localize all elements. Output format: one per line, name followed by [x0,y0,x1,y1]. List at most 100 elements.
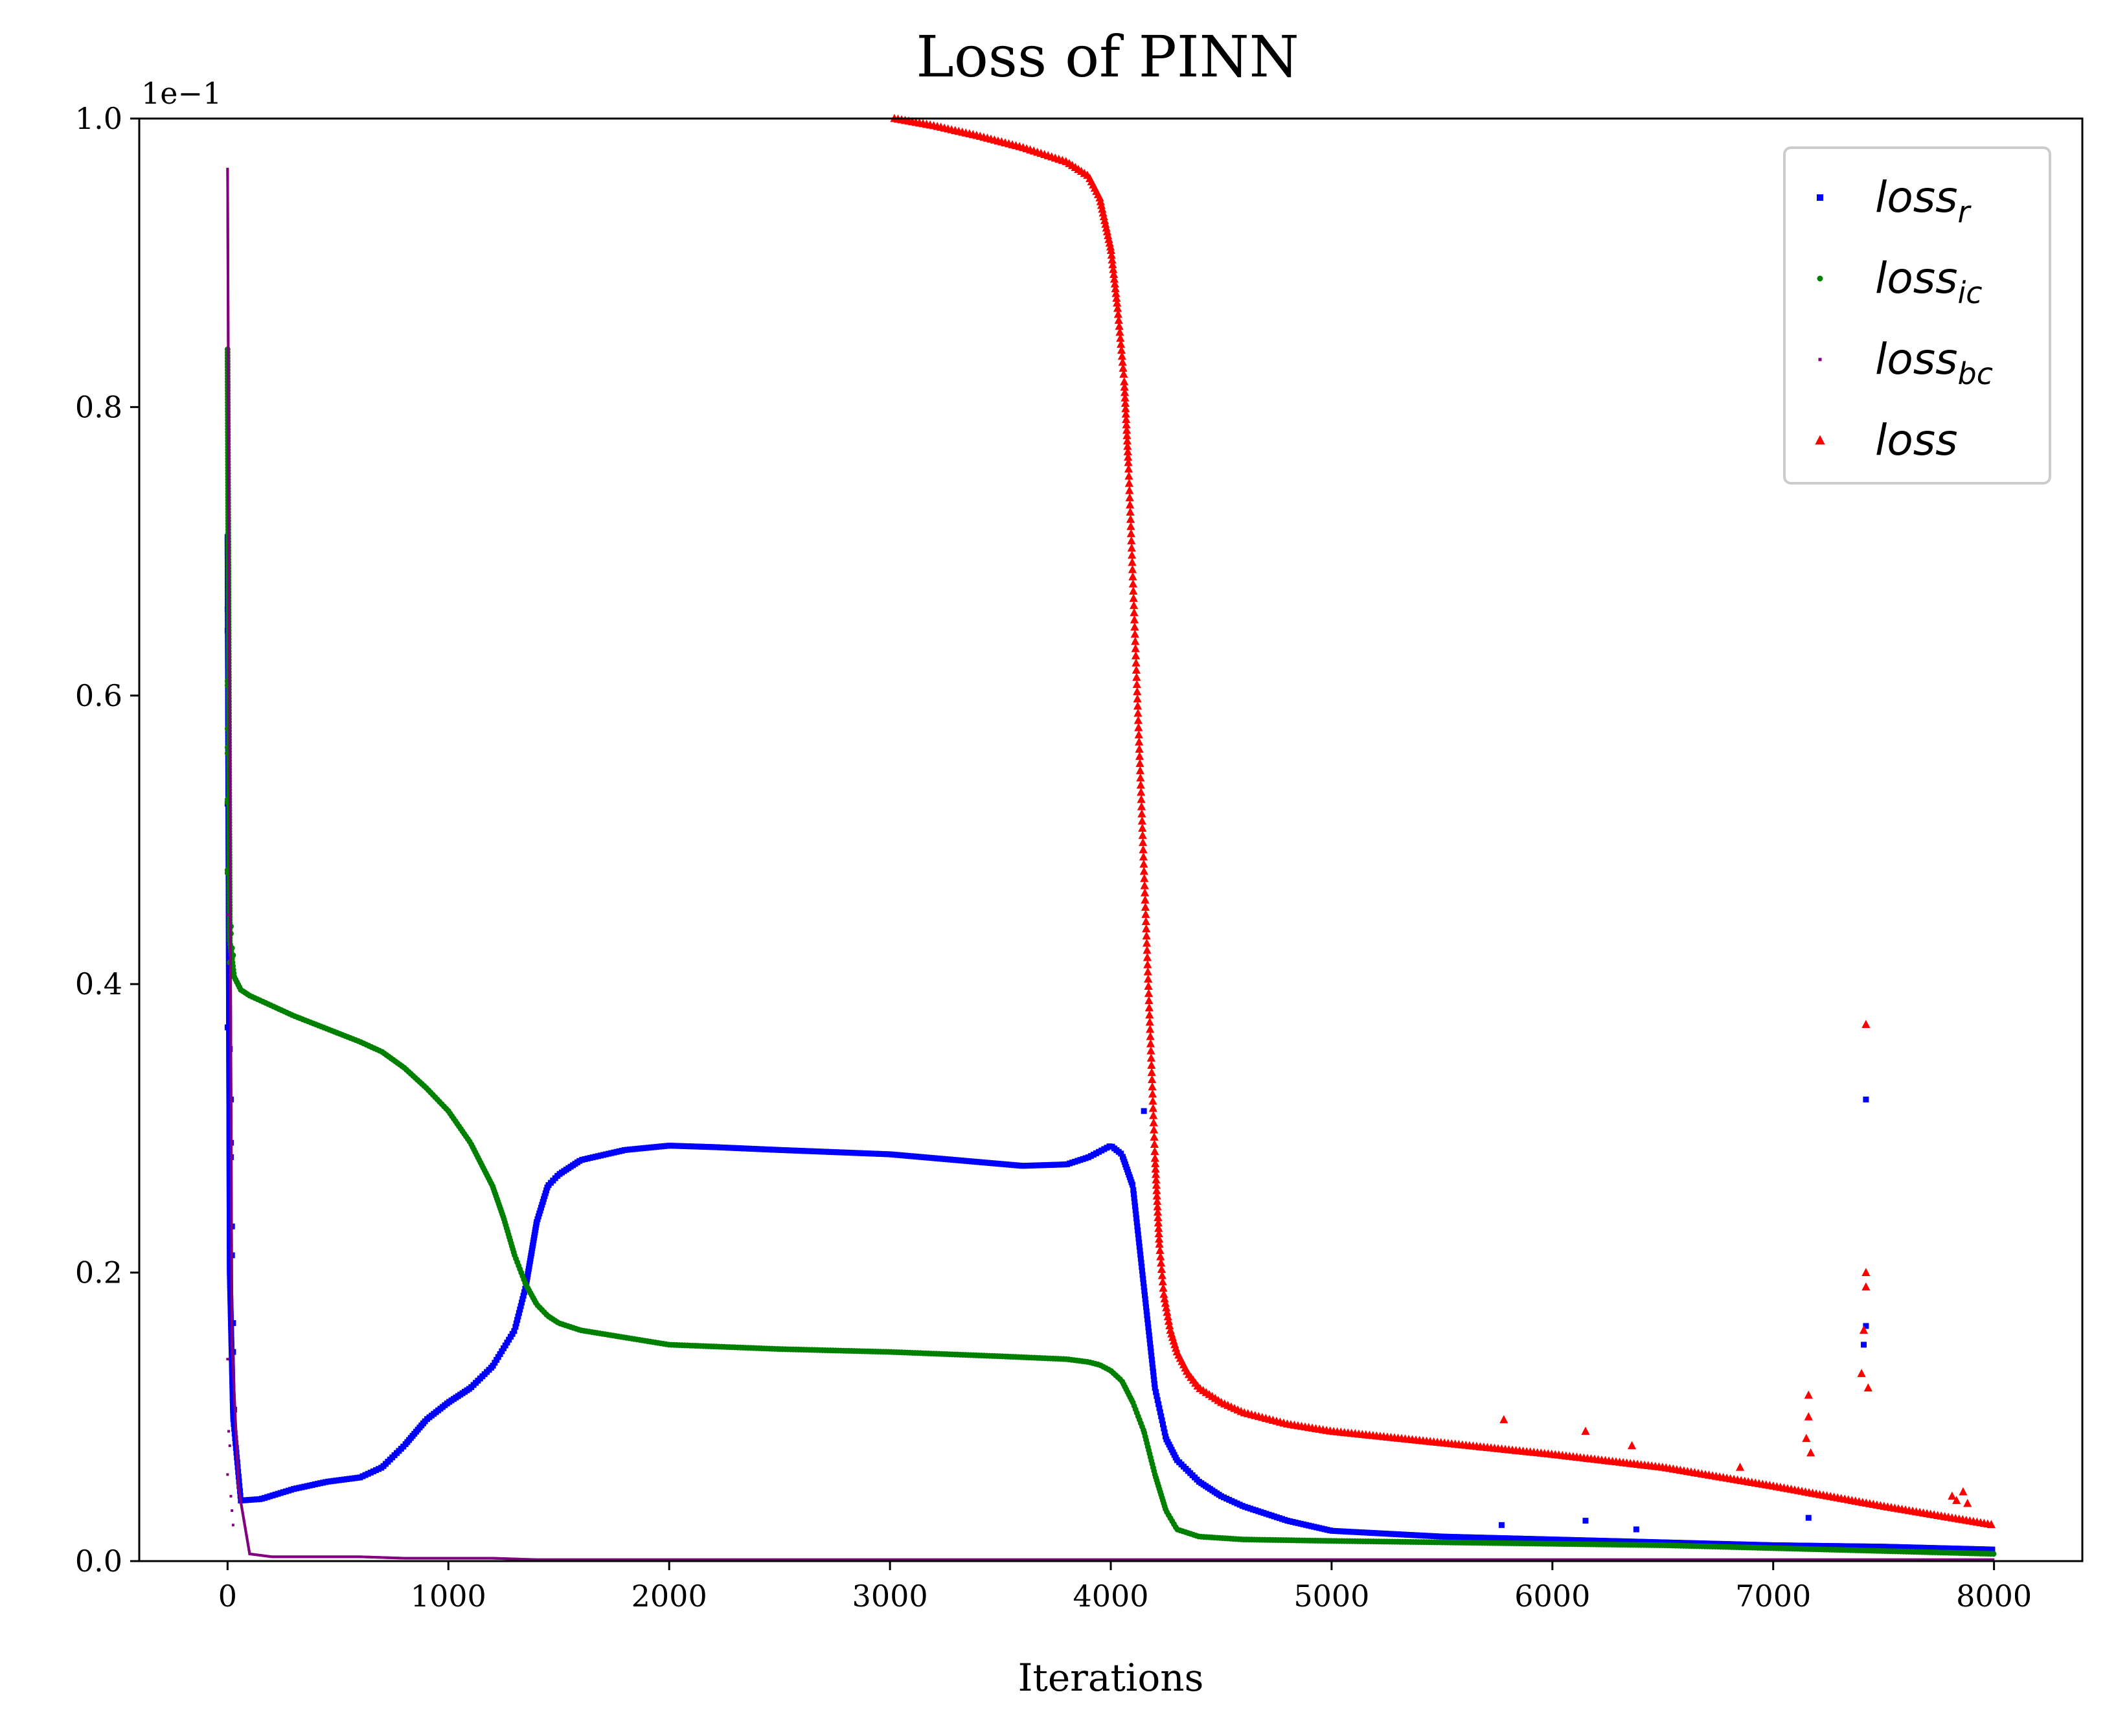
loss_bc-point [231,1361,234,1364]
loss-point [1115,327,1124,336]
loss_bc-point [230,1300,233,1303]
loss_bc-point [1372,1558,1374,1561]
loss_bc-point [235,1449,238,1452]
loss_bc-point [1667,1558,1670,1561]
loss_bc-point [229,881,232,884]
loss_bc-point [230,1281,233,1284]
loss_bc-point [230,1178,233,1182]
loss-point [1114,315,1123,324]
loss_bc-point [424,1557,427,1560]
loss_bc-point [459,1557,462,1560]
y-tick-label: 0.0 [75,1544,122,1579]
loss_bc-point [255,1553,258,1557]
loss_bc-point [229,1130,233,1134]
loss_bc-point [1220,1558,1223,1561]
loss_bc-point [688,1558,691,1561]
loss_bc-point [226,268,229,271]
loss_bc-point [227,501,231,504]
loss_bc-point [229,967,232,970]
loss_r-point [227,1279,233,1285]
loss_r-point [227,1231,233,1238]
loss_bc-point [230,1226,233,1229]
loss_bc-point [1191,1558,1194,1561]
loss_bc-point [227,391,230,394]
loss_bc-point [230,1239,233,1242]
loss_bc-point [690,1558,694,1561]
loss_bc-point [775,1558,779,1561]
loss_bc-point [236,1475,240,1478]
loss_bc-point [630,1558,633,1561]
loss_bc-point [807,1558,810,1561]
loss_bc-point [1882,1558,1885,1561]
loss_bc-point [227,361,230,364]
loss_bc-point [1306,1558,1310,1561]
loss_bc-point [608,1558,611,1561]
loss_bc-point [709,1558,712,1561]
loss_bc-point [701,1558,704,1561]
loss_bc-point [1393,1558,1396,1561]
loss_r-point [231,1421,237,1427]
loss_bc-point [1775,1558,1779,1561]
loss_bc-point [1288,1558,1291,1561]
loss_bc-point [228,738,231,742]
loss-point [1141,902,1150,911]
loss_bc-point [229,1112,233,1115]
loss_bc-point [226,264,229,268]
loss_bc-point [238,1494,242,1497]
loss_bc-point [229,1110,233,1114]
loss_bc-point [229,865,232,868]
loss_bc-point [229,806,232,810]
loss_bc-point [1035,1558,1038,1561]
loss_bc-point [1051,1558,1054,1561]
loss_bc-point [238,1490,241,1493]
loss_bc-point [1718,1558,1722,1561]
loss_bc-point [227,595,231,598]
loss_r-point [226,1205,233,1211]
loss_bc-point [230,1270,233,1273]
loss_bc-point [651,1558,654,1561]
loss_r-point [226,1016,233,1023]
loss_bc-point [231,1321,234,1324]
loss_bc-point [1617,1558,1620,1561]
loss_bc-point [1338,1558,1341,1561]
loss_bc-point [229,822,232,825]
loss_bc-point [510,1557,514,1560]
loss_bc-point [736,1558,739,1561]
loss_bc-point [226,262,229,265]
loss_bc-point [1648,1558,1652,1561]
loss_bc-point [1729,1558,1733,1561]
loss_bc-point [227,482,231,485]
loss_bc-point [228,781,231,784]
loss_bc-point [227,596,231,599]
y-tick-label: 0.2 [75,1255,122,1290]
loss_bc-point [226,259,229,262]
loss_bc-point [1211,1558,1214,1561]
loss_bc-point [230,1258,233,1261]
loss_bc-point [431,1557,434,1560]
loss_bc-point [856,1558,859,1561]
loss_r-point [1129,1182,1135,1188]
loss_bc-point [1165,1558,1168,1561]
loss-point [1147,1060,1156,1069]
loss_bc-point [226,243,229,246]
loss_bc-point [229,931,232,935]
loss_bc-point [226,191,229,194]
loss_bc-point [729,1558,732,1561]
loss_r-point [518,1299,525,1306]
loss_bc-point [1071,1558,1074,1561]
loss_bc-point [1876,1558,1880,1561]
loss_bc-spike-point [226,913,229,917]
loss_bc-point [631,1558,634,1561]
loss_bc-point [227,470,231,474]
loss_bc-point [1749,1558,1752,1561]
loss_r-point [227,1234,233,1240]
loss_bc-spike-point [229,1494,233,1498]
loss-point [1147,1068,1156,1077]
loss_bc-point [227,531,231,534]
loss_bc-point [1252,1558,1255,1561]
loss_bc-point [227,279,230,282]
loss_bc-point [229,1014,233,1017]
loss_bc-point [227,475,231,479]
loss_bc-point [1815,1558,1819,1561]
loss_bc-point [708,1558,711,1561]
